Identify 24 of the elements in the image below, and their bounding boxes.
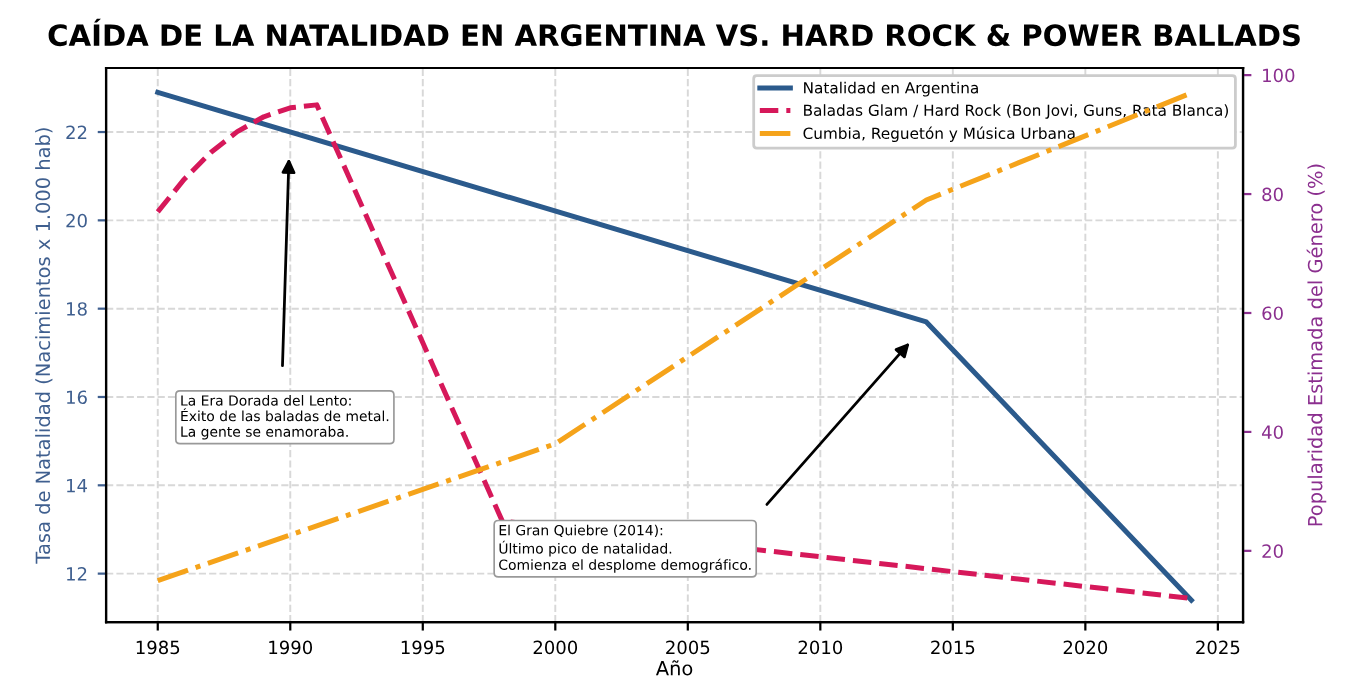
y-tick-label: 18: [67, 302, 87, 316]
y-tick-label: 14: [67, 479, 88, 493]
y2-tick-label: 40: [1261, 425, 1283, 440]
y-tick-label: 12: [67, 567, 87, 581]
x-tick-label: 2005: [666, 640, 710, 655]
x-tick-label: 2015: [931, 640, 975, 655]
y-tick-label: 16: [67, 390, 87, 405]
x-tick-label: 1990: [269, 640, 313, 655]
x-axis-title: Año: [655, 660, 693, 676]
x-tick-label: 2020: [1063, 640, 1108, 655]
x-tick-label: 1985: [136, 640, 180, 655]
y2-tick-label: 80: [1262, 187, 1283, 202]
y2-tick-label: 60: [1262, 306, 1283, 321]
x-tick-label: 2025: [1196, 640, 1240, 655]
x-tick-label: 2010: [798, 640, 843, 655]
x-tick-label: 2000: [533, 640, 578, 655]
x-tick-label: 1995: [401, 640, 445, 655]
chart-title: CAÍDA DE LA NATALIDAD EN ARGENTINA VS. HARD ROCK & POWER BALLADS: [48, 18, 1300, 47]
y2-axis-title: Popularidad Estimada del Género (%): [1306, 164, 1327, 526]
y2-tick-label: 20: [1262, 544, 1283, 558]
y-tick-label: 22: [66, 125, 87, 139]
y2-tick-label: 100: [1263, 68, 1295, 83]
y-axis-title: Tasa de Natalidad (Nacimientos x 1.000 hab): [35, 128, 53, 564]
y-tick-label: 20: [66, 213, 87, 228]
